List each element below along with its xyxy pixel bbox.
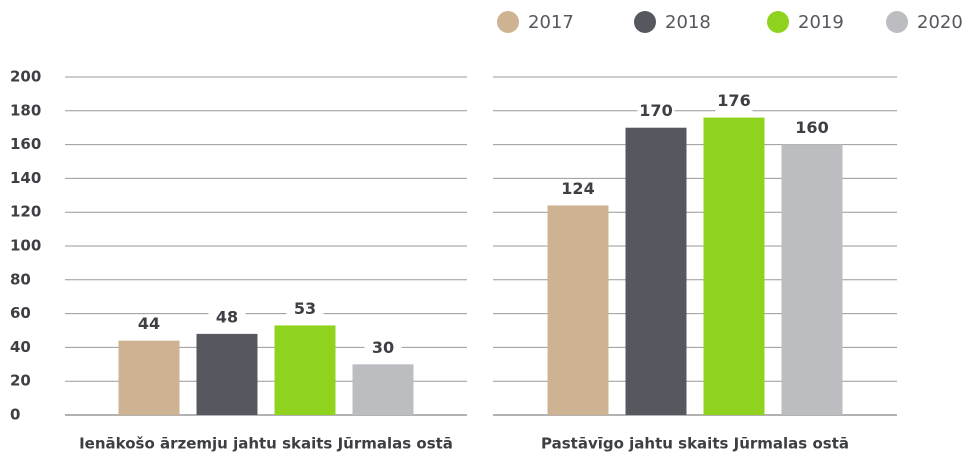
category-label: Ienākošo ārzemju jahtu skaits Jūrmalas o… bbox=[79, 435, 453, 453]
label-bg bbox=[286, 299, 324, 320]
y-tick-label: 0 bbox=[10, 406, 20, 424]
legend-label: 2018 bbox=[665, 12, 711, 33]
value-label: 30 bbox=[372, 338, 394, 357]
y-tick-label: 200 bbox=[10, 68, 41, 86]
bar bbox=[781, 144, 843, 415]
y-tick-label: 80 bbox=[10, 270, 31, 288]
value-label: 176 bbox=[717, 91, 750, 110]
bar bbox=[547, 205, 609, 415]
legend-label: 2017 bbox=[528, 12, 574, 33]
label-bg bbox=[559, 179, 597, 200]
label-bg bbox=[130, 314, 168, 335]
category-label: Pastāvīgo jahtu skaits Jūrmalas ostā bbox=[541, 435, 849, 453]
bar bbox=[703, 117, 765, 415]
value-label: 48 bbox=[216, 307, 238, 326]
y-tick-label: 40 bbox=[10, 338, 31, 356]
y-tick-label: 100 bbox=[10, 237, 41, 255]
legend-swatch bbox=[886, 11, 908, 33]
bar bbox=[352, 364, 414, 415]
legend-swatch bbox=[767, 11, 789, 33]
y-tick-label: 180 bbox=[10, 101, 41, 119]
legend-swatch bbox=[497, 11, 519, 33]
label-bg bbox=[715, 91, 753, 112]
bar bbox=[196, 333, 258, 415]
legend-label: 2019 bbox=[798, 12, 844, 33]
label-bg bbox=[793, 118, 831, 139]
value-label: 53 bbox=[294, 299, 316, 318]
label-bg bbox=[637, 101, 675, 122]
legend-label: 2020 bbox=[917, 12, 963, 33]
y-tick-label: 60 bbox=[10, 304, 31, 322]
label-bg bbox=[364, 338, 402, 359]
value-label: 44 bbox=[138, 314, 160, 333]
y-tick-label: 120 bbox=[10, 203, 41, 221]
bar bbox=[274, 325, 336, 415]
label-bg bbox=[208, 307, 246, 328]
value-label: 170 bbox=[639, 101, 672, 120]
y-tick-label: 140 bbox=[10, 169, 41, 187]
value-label: 124 bbox=[561, 179, 594, 198]
y-tick-label: 20 bbox=[10, 372, 31, 390]
value-label: 160 bbox=[795, 118, 828, 137]
y-tick-label: 160 bbox=[10, 135, 41, 153]
legend-swatch bbox=[634, 11, 656, 33]
bar bbox=[118, 340, 180, 415]
bar bbox=[625, 127, 687, 415]
